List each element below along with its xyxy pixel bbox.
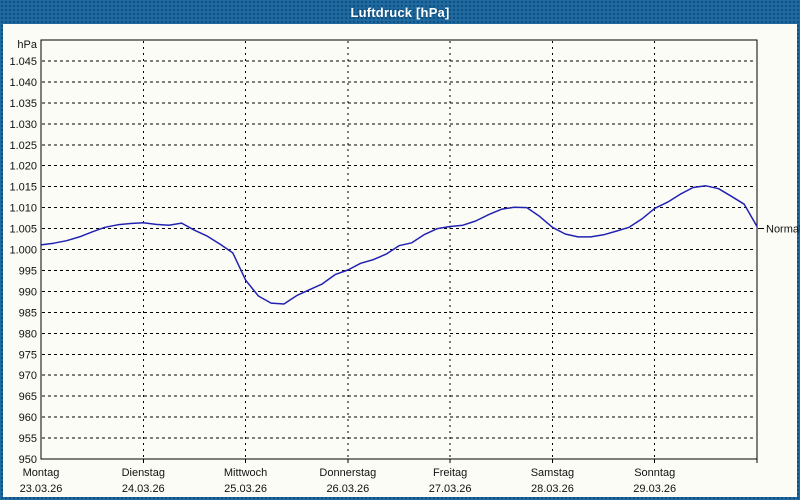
day-name-label: Montag [23, 467, 60, 479]
day-name-label: Freitag [433, 467, 467, 479]
y-tick-label: 1.040 [9, 77, 37, 89]
day-date-label: 27.03.26 [429, 483, 472, 495]
window-titlebar: Luftdruck [hPa] [0, 0, 800, 24]
y-tick-label: 975 [19, 349, 37, 361]
day-name-label: Dienstag [122, 467, 165, 479]
y-tick-label: 1.000 [9, 245, 37, 257]
y-tick-label: 995 [19, 265, 37, 277]
normal-annotation-label: Normal [766, 224, 800, 236]
y-tick-label: 1.010 [9, 203, 37, 215]
y-tick-label: 1.005 [9, 224, 37, 236]
day-date-label: 29.03.26 [633, 483, 676, 495]
day-date-label: 26.03.26 [326, 483, 369, 495]
window-title: Luftdruck [hPa] [350, 4, 450, 20]
day-date-label: 23.03.26 [20, 483, 63, 495]
plot-border [40, 39, 758, 460]
y-tick-label: 950 [19, 454, 37, 466]
y-tick-label: 955 [19, 433, 37, 445]
day-date-label: 28.03.26 [531, 483, 574, 495]
chart-panel [3, 24, 797, 497]
y-axis-unit-label: hPa [17, 39, 37, 51]
day-name-label: Mittwoch [224, 467, 267, 479]
y-tick-label: 1.035 [9, 98, 37, 110]
day-date-label: 24.03.26 [122, 483, 165, 495]
y-tick-label: 1.045 [9, 56, 37, 68]
day-name-label: Sonntag [634, 467, 675, 479]
day-name-label: Samstag [531, 467, 574, 479]
y-tick-label: 1.020 [9, 161, 37, 173]
day-date-label: 25.03.26 [224, 483, 267, 495]
y-tick-label: 965 [19, 391, 37, 403]
y-tick-label: 1.025 [9, 140, 37, 152]
y-tick-label: 1.015 [9, 182, 37, 194]
y-tick-label: 970 [19, 370, 37, 382]
y-tick-label: 985 [19, 307, 37, 319]
y-tick-label: 980 [19, 328, 37, 340]
pressure-line [40, 185, 758, 305]
day-name-label: Donnerstag [319, 467, 376, 479]
y-tick-label: 990 [19, 286, 37, 298]
y-tick-label: 960 [19, 412, 37, 424]
y-tick-label: 1.030 [9, 119, 37, 131]
